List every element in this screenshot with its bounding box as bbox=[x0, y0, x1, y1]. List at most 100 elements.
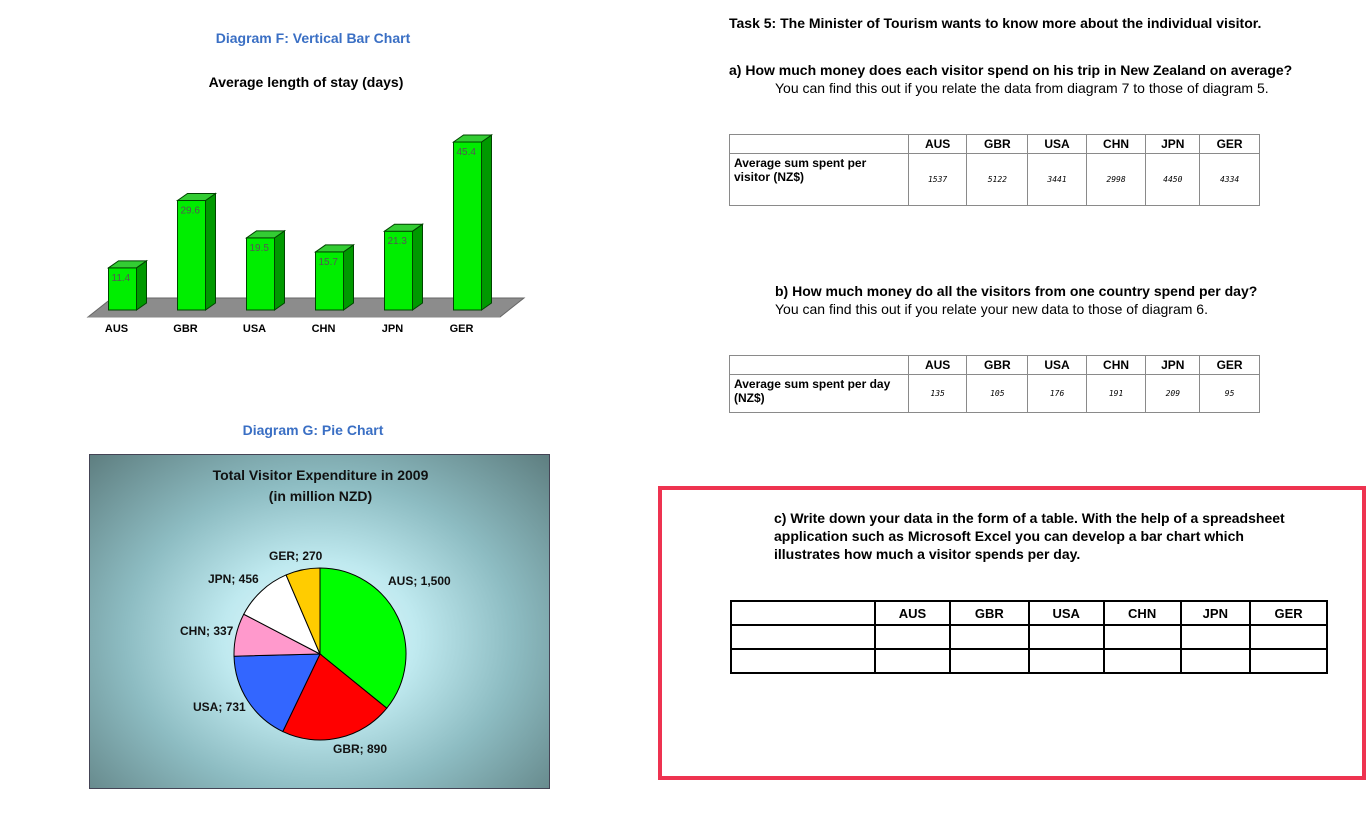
pie-chart-subtitle: (in million NZD) bbox=[268, 488, 373, 504]
question-a-hint: You can find this out if you relate the … bbox=[775, 80, 1269, 96]
table-a-cell: 2998 bbox=[1085, 153, 1147, 206]
bar-value-label: 29.6 bbox=[181, 205, 201, 216]
table-c: AUS GBR USA CHN JPN GER bbox=[730, 600, 1328, 674]
bar-top bbox=[313, 244, 356, 253]
table-c-cell[interactable] bbox=[1249, 624, 1328, 650]
bar-value-label: 11.4 bbox=[112, 273, 131, 284]
table-a-cell: 1537 bbox=[907, 153, 968, 206]
x-tick-label: GBR bbox=[173, 323, 198, 335]
bar-side bbox=[412, 223, 423, 311]
table-b-header: USA bbox=[1027, 355, 1087, 375]
pie-label-jpn: JPN; 456 bbox=[208, 572, 259, 586]
pie-label-usa: USA; 731 bbox=[193, 700, 246, 714]
table-b-cell: 209 bbox=[1145, 374, 1201, 413]
table-b-header: CHN bbox=[1085, 355, 1147, 375]
bar-top bbox=[244, 230, 287, 239]
bar-side bbox=[481, 134, 492, 311]
table-c-header: GER bbox=[1249, 600, 1328, 626]
table-a-corner bbox=[729, 134, 909, 154]
x-tick-label: USA bbox=[243, 323, 266, 335]
table-c-cell[interactable] bbox=[1102, 624, 1182, 650]
table-a-header: JPN bbox=[1145, 134, 1201, 154]
bar-side bbox=[205, 192, 216, 311]
pie-label-chn: CHN; 337 bbox=[180, 624, 234, 638]
diagram-f-title: Diagram F: Vertical Bar Chart bbox=[215, 30, 411, 46]
table-c-cell[interactable] bbox=[873, 624, 952, 650]
table-b-header: AUS bbox=[907, 355, 968, 375]
bar-ger bbox=[451, 134, 494, 311]
bar-front bbox=[108, 267, 137, 311]
x-tick-label: GER bbox=[450, 323, 474, 335]
x-tick-label: CHN bbox=[312, 323, 336, 335]
table-b-cell: 191 bbox=[1085, 374, 1147, 413]
table-b-row-label: Average sum spent per day (NZ$) bbox=[729, 374, 909, 413]
bar-side bbox=[136, 259, 147, 311]
question-a: a) How much money does each visitor spen… bbox=[729, 62, 1293, 78]
table-c-cell[interactable] bbox=[1179, 648, 1252, 674]
pie-label-gbr: GBR; 890 bbox=[333, 742, 388, 756]
bar-chn bbox=[313, 243, 356, 311]
question-c: c) Write down your data in the form of a… bbox=[774, 510, 1285, 562]
table-a-cell: 5122 bbox=[966, 153, 1029, 206]
question-b-hint: You can find this out if you relate your… bbox=[775, 301, 1208, 317]
x-tick-label: AUS bbox=[105, 323, 128, 335]
pie-chart-title: Total Visitor Expenditure in 2009 bbox=[212, 467, 429, 483]
table-c-cell[interactable] bbox=[1027, 624, 1105, 650]
table-c-header: AUS bbox=[873, 600, 952, 626]
table-c-cell[interactable] bbox=[1027, 648, 1105, 674]
table-c-cell[interactable] bbox=[949, 648, 1030, 674]
bar-chart: 11.4 AUS 29.6 GBR 19.5 USA 15.7 CHN 21.3 JPN 45.4 G… bbox=[86, 134, 526, 335]
table-a-header: GER bbox=[1199, 134, 1260, 154]
table-a-row-label: Average sum spent per visitor (NZ$) bbox=[729, 153, 909, 206]
pie-chart bbox=[233, 567, 407, 741]
bar-value-label: 21.3 bbox=[388, 236, 408, 247]
pie-chart-panel: Total Visitor Expenditure in 2009 (in mi… bbox=[89, 454, 550, 789]
bar-top bbox=[175, 192, 218, 201]
pie-slice-aus bbox=[319, 567, 407, 709]
bar-value-label: 15.7 bbox=[319, 257, 339, 268]
table-b-cell: 105 bbox=[966, 374, 1029, 413]
table-c-header: USA bbox=[1027, 600, 1105, 626]
table-c-cell[interactable] bbox=[1249, 648, 1328, 674]
bar-side bbox=[343, 243, 354, 311]
highlight-box bbox=[658, 486, 1366, 780]
table-b-cell: 95 bbox=[1199, 374, 1260, 413]
table-c-cell[interactable] bbox=[873, 648, 952, 674]
table-b-cell: 176 bbox=[1027, 374, 1087, 413]
bar-aus bbox=[106, 259, 149, 311]
bar-front bbox=[177, 199, 206, 311]
table-b-corner bbox=[729, 355, 909, 375]
table-a-cell: 4450 bbox=[1145, 153, 1201, 206]
table-a-header: CHN bbox=[1085, 134, 1147, 154]
bar-top bbox=[106, 260, 149, 269]
bar-value-label: 45.4 bbox=[457, 147, 477, 158]
table-a-header: AUS bbox=[907, 134, 968, 154]
diagram-g-title: Diagram G: Pie Chart bbox=[242, 422, 384, 438]
bar-jpn bbox=[382, 223, 425, 311]
table-b-header: GER bbox=[1199, 355, 1260, 375]
bar-top bbox=[451, 134, 494, 143]
table-c-corner bbox=[730, 600, 876, 626]
bar-value-label: 19.5 bbox=[250, 243, 270, 254]
table-b-header: GBR bbox=[966, 355, 1029, 375]
bar-chart-title: Average length of stay (days) bbox=[208, 74, 404, 90]
table-b: AUS GBR USA CHN JPN GER Average sum spen… bbox=[729, 355, 1260, 413]
table-c-cell[interactable] bbox=[1102, 648, 1182, 674]
bar-top bbox=[382, 223, 425, 232]
table-b-cell: 135 bbox=[907, 374, 968, 413]
bar-side bbox=[274, 229, 285, 311]
table-c-cell[interactable] bbox=[1179, 624, 1252, 650]
table-c-header: CHN bbox=[1102, 600, 1182, 626]
pie-slice-usa bbox=[233, 653, 321, 733]
bar-front bbox=[246, 237, 275, 311]
table-c-cell[interactable] bbox=[730, 624, 876, 650]
table-b-header: JPN bbox=[1145, 355, 1201, 375]
table-a-header: GBR bbox=[966, 134, 1029, 154]
table-c-header: JPN bbox=[1179, 600, 1252, 626]
table-c-cell[interactable] bbox=[949, 624, 1030, 650]
table-c-cell[interactable] bbox=[730, 648, 876, 674]
x-tick-label: JPN bbox=[382, 323, 403, 335]
table-a-cell: 4334 bbox=[1199, 153, 1260, 206]
table-a: AUS GBR USA CHN JPN GER Average sum spen… bbox=[729, 134, 1260, 206]
question-b: b) How much money do all the visitors fr… bbox=[775, 283, 1258, 299]
